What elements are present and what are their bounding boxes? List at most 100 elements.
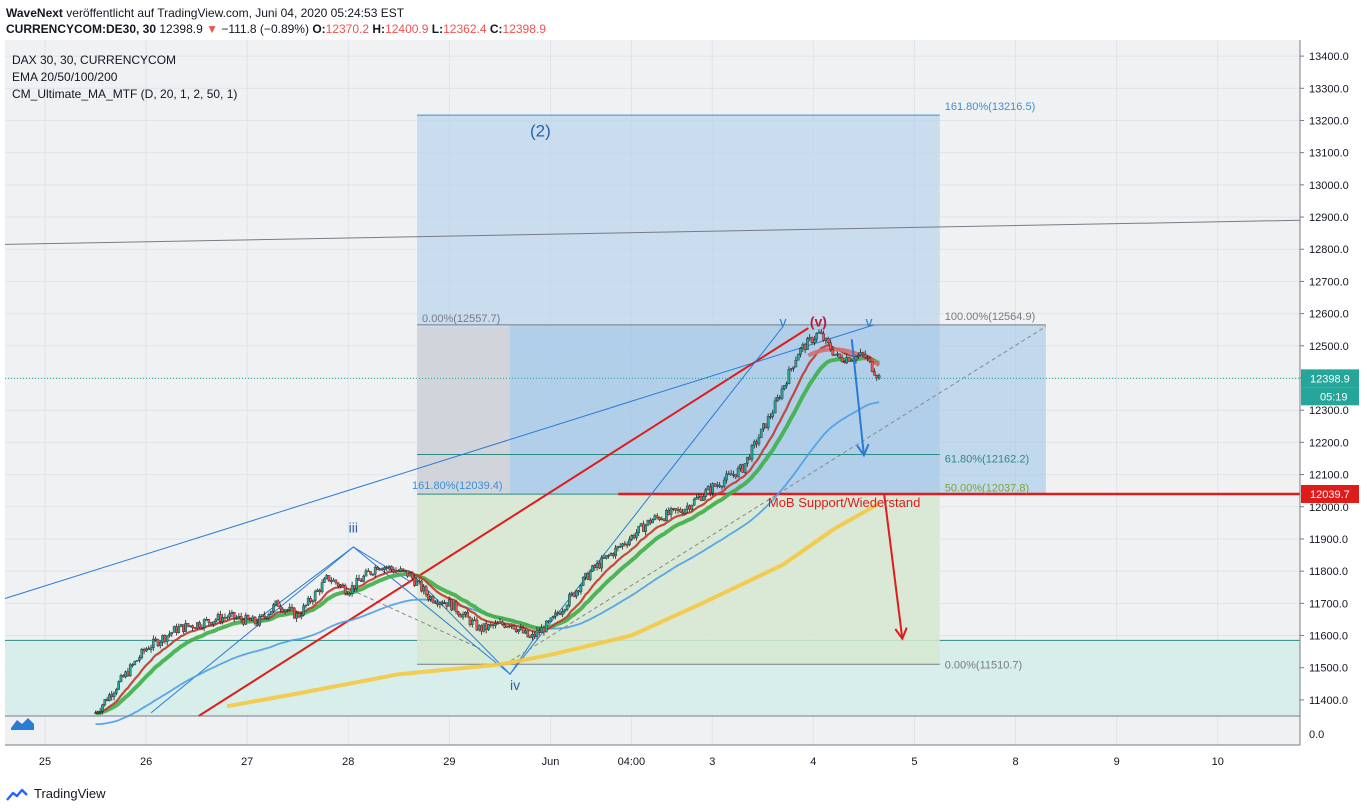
candle-up <box>510 625 513 627</box>
candle-down <box>778 397 781 399</box>
candle-down <box>406 570 409 577</box>
candle-up <box>646 519 650 526</box>
candle-down <box>558 613 562 615</box>
candle-up <box>158 642 162 646</box>
candle-down <box>466 612 469 618</box>
candle-up <box>149 647 153 650</box>
candle-up <box>339 584 342 587</box>
candle-up <box>845 357 849 364</box>
wave-label-4: (v) <box>810 313 827 329</box>
y-tick-label: 13200.0 <box>1309 115 1349 127</box>
candle-up <box>813 339 816 343</box>
published-text: veröffentlicht auf TradingView.com, Juni… <box>66 6 405 20</box>
candle-up <box>773 400 777 414</box>
candle-down <box>507 625 511 628</box>
candle-up <box>325 575 328 579</box>
footer-brand[interactable]: TradingView <box>34 786 106 801</box>
candle-down <box>572 592 576 597</box>
wave-label-0: (2) <box>530 122 551 141</box>
close-value: 12398.9 <box>502 22 546 36</box>
candle-up <box>128 664 132 677</box>
time-axis-bg <box>5 745 1300 776</box>
candle-up <box>364 570 368 577</box>
candle-up <box>683 509 687 514</box>
candle-down <box>397 570 400 572</box>
candle-up <box>117 681 120 690</box>
candle-up <box>568 594 571 606</box>
candle-up <box>422 586 426 592</box>
channel-line-blue <box>4 324 875 599</box>
candle-up <box>581 576 585 586</box>
y-tick-label: 12000.0 <box>1309 502 1349 514</box>
candle-up <box>464 612 467 615</box>
candle-up <box>570 592 573 595</box>
candle-up <box>373 567 377 575</box>
candle-down <box>822 333 825 341</box>
y-tick-label: 13000.0 <box>1309 180 1349 192</box>
candle-down <box>369 571 372 575</box>
dashed-channel-2 <box>337 583 480 649</box>
candle-up <box>616 546 620 549</box>
candle-up <box>766 416 770 429</box>
candle-down <box>748 456 751 460</box>
long-trend-line <box>4 219 1301 245</box>
candle-up <box>283 609 287 612</box>
candle-up <box>205 618 208 621</box>
candle-down <box>209 622 213 625</box>
candle-down <box>353 585 356 589</box>
candle-down <box>410 572 414 579</box>
candle-up <box>221 617 224 623</box>
fib-label-low-1618: 161.80%(12039.4) <box>412 480 503 492</box>
y-tick-label: 13100.0 <box>1309 148 1349 160</box>
candle-up <box>170 632 174 635</box>
candle-up <box>313 591 317 602</box>
low-label: L: <box>431 22 444 36</box>
change-value: −111.8 (−0.89%) <box>221 22 309 36</box>
x-tick-label: 26 <box>140 756 152 768</box>
candle-down <box>440 602 444 605</box>
candle-up <box>551 615 555 619</box>
candle-up <box>498 621 502 624</box>
candle-up <box>115 689 118 694</box>
candle-down <box>105 699 109 701</box>
candle-down <box>94 712 97 714</box>
candle-up <box>101 704 104 712</box>
red-trend-line <box>198 327 809 717</box>
candle-up <box>752 441 756 446</box>
candle-down <box>475 619 479 631</box>
candle-up <box>722 479 726 487</box>
candle-up <box>103 699 107 706</box>
legend-cm-ma: CM_Ultimate_MA_MTF (D, 20, 1, 2, 50, 1) <box>12 87 237 101</box>
candle-up <box>660 518 664 521</box>
candle-up <box>269 610 273 615</box>
candle-down <box>713 483 717 487</box>
candle-up <box>168 633 171 636</box>
candle-up <box>517 629 520 632</box>
candle-up <box>799 348 802 355</box>
candle-up <box>96 712 100 714</box>
candle-down <box>357 578 361 581</box>
candle-down <box>265 616 268 619</box>
candle-down <box>838 353 842 358</box>
candle-up <box>161 635 164 643</box>
candle-up <box>531 633 534 638</box>
y-tick-label: 11400.0 <box>1309 695 1348 707</box>
candle-up <box>771 412 775 417</box>
publish-line: WaveNext veröffentlicht auf TradingView.… <box>6 6 404 20</box>
x-tick-label: 10 <box>1212 756 1224 768</box>
candle-up <box>316 589 319 592</box>
publisher-name[interactable]: WaveNext <box>6 6 63 20</box>
candle-down <box>182 624 185 632</box>
candle-up <box>787 369 791 385</box>
candle-up <box>815 333 818 340</box>
candle-down <box>232 612 236 619</box>
candle-down <box>699 495 703 501</box>
candle-down <box>489 624 493 626</box>
candle-up <box>739 464 742 469</box>
candle-up <box>579 585 583 593</box>
candle-up <box>119 675 123 682</box>
candle-down <box>755 441 758 445</box>
candle-up <box>295 612 298 619</box>
candle-up <box>299 615 303 618</box>
